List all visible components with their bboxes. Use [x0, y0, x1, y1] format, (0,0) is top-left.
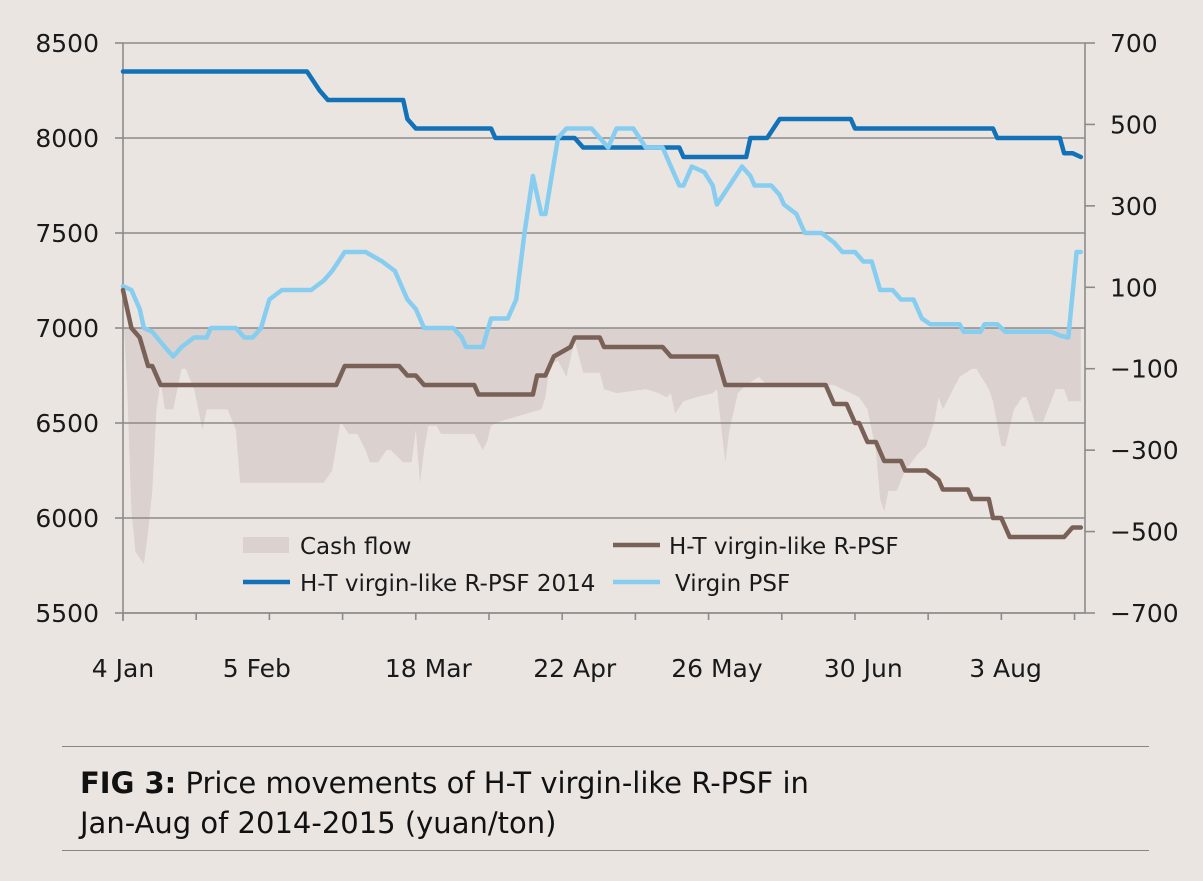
left-tick-label: 8000 [35, 124, 99, 153]
gridlines [123, 42, 1085, 614]
right-tick-label: 500 [1110, 110, 1158, 139]
x-tick-label: 18 Mar [385, 654, 473, 683]
legend-label-virgin: Virgin PSF [675, 571, 790, 597]
chart: 8500 8000 7500 7000 6500 6000 5500 700 500 300 100… [35, 29, 1178, 683]
series-line-ht2014 [120, 69, 1084, 160]
axes [115, 42, 1095, 621]
series-line-htrpsf [120, 287, 1084, 540]
tick-labels: 8500 8000 7500 7000 6500 6000 5500 700 500 300 100… [35, 29, 1178, 683]
legend-label-htrpsf: H-T virgin-like R-PSF [669, 534, 899, 560]
right-tick-label: 300 [1110, 192, 1158, 221]
left-tick-label: 5500 [35, 599, 99, 628]
left-tick-label: 7500 [35, 219, 99, 248]
figure-caption: FIG 3: Price movements of H-T virgin-lik… [80, 763, 1080, 843]
figure-label: FIG 3: [80, 766, 177, 800]
legend-swatch-cash-flow [243, 537, 289, 553]
left-tick-label: 6500 [35, 409, 99, 438]
left-tick-label: 6000 [35, 504, 99, 533]
right-tick-label: −300 [1110, 436, 1179, 465]
right-tick-label: 100 [1110, 273, 1158, 302]
legend-label-cash-flow: Cash flow [300, 534, 411, 560]
x-tick-label: 26 May [671, 654, 763, 683]
x-tick-label: 22 Apr [533, 654, 617, 683]
x-tick-label: 4 Jan [92, 654, 154, 683]
right-tick-label: −100 [1110, 355, 1179, 384]
left-tick-label: 7000 [35, 314, 99, 343]
right-tick-label: 700 [1110, 29, 1158, 58]
legend-label-ht2014: H-T virgin-like R-PSF 2014 [300, 571, 595, 597]
legend: Cash flow H-T virgin-like R-PSF H-T virgin… [243, 534, 899, 597]
x-tick-label: 5 Feb [223, 654, 291, 683]
x-tick-label: 3 Aug [969, 654, 1042, 683]
series-line-virgin [120, 126, 1084, 359]
figure-title: Price movements of H-T virgin-like R-PSF… [185, 766, 809, 800]
figure-caption-box: FIG 3: Price movements of H-T virgin-lik… [62, 746, 1149, 851]
x-tick-label: 30 Jun [824, 654, 903, 683]
left-tick-label: 8500 [35, 29, 99, 58]
cash-flow-area-layer [123, 307, 1081, 565]
cash-flow-area [123, 307, 1081, 565]
figure-title-line2: Jan-Aug of 2014-2015 (yuan/ton) [80, 806, 557, 840]
right-tick-label: −700 [1110, 599, 1179, 628]
right-tick-label: −500 [1110, 518, 1179, 547]
line-series-layer [120, 69, 1084, 540]
